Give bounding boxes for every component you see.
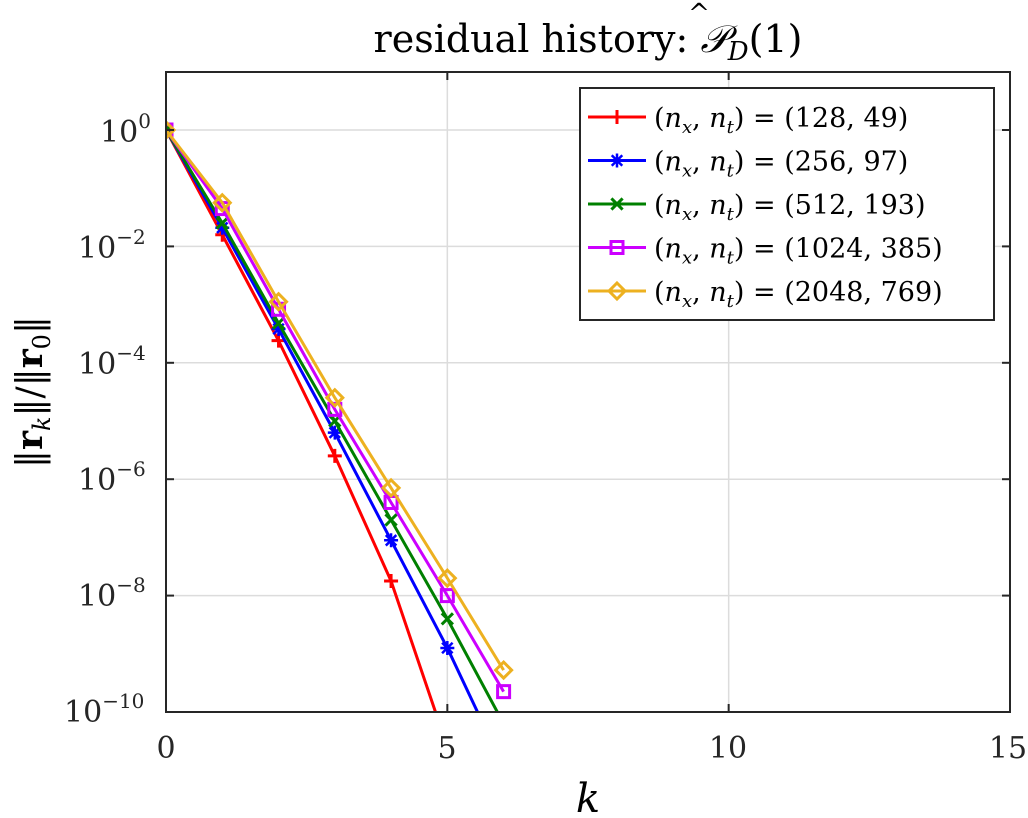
data-point xyxy=(493,659,514,681)
chart-title: residual history: 𝒫D(1) xyxy=(374,17,803,67)
legend-marker xyxy=(610,110,624,124)
data-point xyxy=(327,448,342,463)
legend-label: (nx, nt) = (512, 193) xyxy=(654,190,926,225)
legend-entry: (nx, nt) = (128, 49) xyxy=(588,103,908,138)
legend-marker xyxy=(606,280,628,302)
y-tick-label: 10−2 xyxy=(78,225,146,266)
x-tick-label: 15 xyxy=(989,731,1027,766)
legend: (nx, nt) = (128, 49) (nx, nt) = (256, 97)… xyxy=(579,87,995,321)
legend-marker xyxy=(610,197,624,211)
legend-label: (nx, nt) = (2048, 769) xyxy=(654,277,943,312)
legend-box xyxy=(579,87,995,321)
data-point xyxy=(215,216,229,230)
ticks xyxy=(165,72,1011,713)
data-point xyxy=(384,533,399,548)
series-line xyxy=(166,129,505,671)
chart-title-prefix: residual history: xyxy=(374,17,701,61)
series-2 xyxy=(166,123,480,712)
data-point xyxy=(268,291,289,312)
data-point xyxy=(439,588,455,604)
chart-title-hat: ^ xyxy=(688,0,710,29)
legend-entry: (nx, nt) = (256, 97) xyxy=(588,147,908,182)
legend-marker xyxy=(610,153,624,168)
legend-entry: (nx, nt) = (1024, 385) xyxy=(588,234,943,269)
chart-title-subscript: D xyxy=(727,37,749,67)
series-line xyxy=(166,129,505,693)
legend-label: (nx, nt) = (1024, 385) xyxy=(654,234,943,269)
y-tick-label: 10−4 xyxy=(78,341,146,382)
data-point xyxy=(271,316,286,330)
data-point xyxy=(212,192,233,213)
data-point xyxy=(440,612,454,626)
data-point xyxy=(324,387,345,408)
series-3 xyxy=(166,123,500,712)
x-tick-label: 0 xyxy=(156,731,175,766)
x-tick-label: 10 xyxy=(709,731,747,766)
data-point xyxy=(384,574,399,589)
data-point xyxy=(440,640,455,655)
data-point xyxy=(437,568,458,589)
chart-title-argument: (1) xyxy=(749,17,803,61)
y-tick-label: 10−10 xyxy=(64,689,144,730)
data-point xyxy=(380,477,402,499)
series-layer xyxy=(166,119,514,712)
y-axis-label: ‖rk‖/‖r0‖ xyxy=(9,316,56,468)
y-tick-labels: 100 10−2 10−4 10−6 10−8 10−10 xyxy=(64,109,151,730)
data-point xyxy=(215,220,230,235)
legend-label: (nx, nt) = (256, 97) xyxy=(654,147,908,182)
data-point xyxy=(327,425,342,440)
y-tick-label: 10−6 xyxy=(78,457,146,498)
legend-label: (nx, nt) = (128, 49) xyxy=(654,103,908,138)
legend-marker xyxy=(609,240,625,255)
x-tick-label: 5 xyxy=(437,731,456,766)
legend-entry: (nx, nt) = (2048, 769) xyxy=(588,277,943,312)
series-line xyxy=(166,129,438,712)
y-tick-label: 100 xyxy=(100,109,151,150)
y-tick-label: 10−8 xyxy=(78,573,146,614)
x-tick-labels: 0 5 10 15 xyxy=(156,731,1027,766)
legend-entry: (nx, nt) = (512, 193) xyxy=(588,190,926,225)
axes-box xyxy=(165,71,1011,713)
data-point xyxy=(271,322,286,337)
x-axis-label: k xyxy=(576,776,600,818)
data-point xyxy=(384,513,398,527)
data-point xyxy=(166,119,177,141)
series-5 xyxy=(166,119,514,681)
data-point xyxy=(496,684,512,700)
